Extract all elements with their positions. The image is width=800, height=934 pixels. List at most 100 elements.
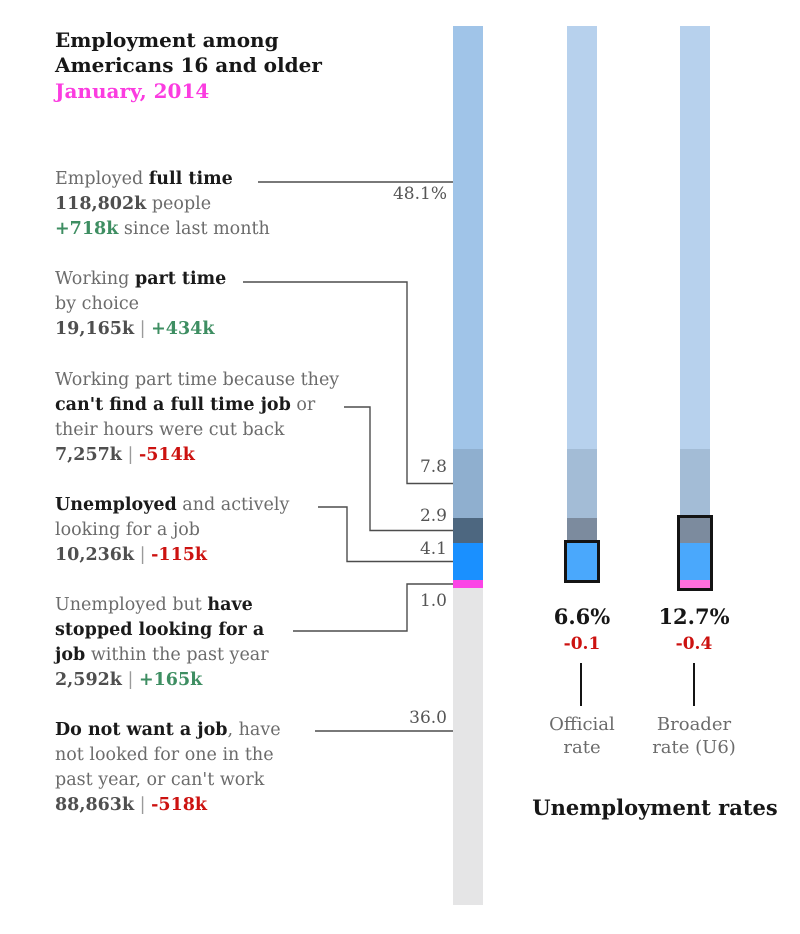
text-run: 10,236k bbox=[55, 545, 135, 565]
text-run: not looked for one in the bbox=[55, 745, 274, 765]
text-run: Working part time because they bbox=[55, 370, 340, 390]
annotation-line: stopped looking for a bbox=[55, 618, 400, 643]
text-run: Unemployed bbox=[55, 495, 177, 515]
text-run: -115k bbox=[151, 545, 208, 565]
text-run: can't find a full time job bbox=[55, 395, 291, 415]
percent-label-7-8: 7.8 bbox=[419, 457, 447, 477]
bar-u6-rate-segment-2 bbox=[680, 449, 710, 518]
official-rate-change: -0.1 bbox=[563, 634, 601, 654]
official-rate-label: Official rate bbox=[520, 713, 644, 759]
official-rate-group: 6.6% -0.1 bbox=[520, 605, 644, 655]
text-run: +434k bbox=[151, 319, 215, 339]
text-run: by choice bbox=[55, 294, 140, 314]
text-run: people bbox=[146, 194, 212, 214]
text-run: within the past year bbox=[85, 645, 269, 665]
percent-label-2-9: 2.9 bbox=[419, 506, 447, 526]
annotation-line: Unemployed but have bbox=[55, 593, 400, 618]
chart-title-line1: Employment among bbox=[55, 28, 279, 52]
bar-u6-rate-segment-4 bbox=[680, 543, 710, 580]
official-rate-label-line1: Official bbox=[549, 714, 615, 735]
bar-population-segment-2 bbox=[453, 449, 483, 518]
percent-label-48-1pct: 48.1% bbox=[392, 184, 447, 204]
text-run: Employed bbox=[55, 169, 149, 189]
u6-rate-tick-line bbox=[693, 663, 695, 706]
u6-rate-label: Broader rate (U6) bbox=[632, 713, 756, 759]
official-rate-label-line2: rate bbox=[563, 737, 601, 758]
text-run: +165k bbox=[138, 670, 203, 690]
text-run: | bbox=[121, 445, 139, 465]
bar-official-rate-segment-1 bbox=[567, 26, 597, 450]
chart-title-block: Employment among Americans 16 and older … bbox=[55, 28, 415, 104]
u6-rate-label-line1: Broader bbox=[656, 714, 732, 735]
text-run: Do not want a job bbox=[55, 720, 228, 740]
u6-rate-value: 12.7% bbox=[658, 604, 730, 629]
bar-official-rate-segment-2 bbox=[567, 449, 597, 518]
annotation-line: 118,802k people bbox=[55, 192, 400, 217]
percent-label-36-0: 36.0 bbox=[409, 708, 447, 728]
bar-u6-rate-segment-1 bbox=[680, 26, 710, 450]
percent-label-4-1: 4.1 bbox=[419, 539, 447, 559]
bar-u6-rate-highlight-box bbox=[677, 514, 713, 592]
text-run: stopped looking for a bbox=[55, 620, 265, 640]
bar-official-rate-segment-4 bbox=[567, 543, 597, 580]
annotation-line: 88,863k | -518k bbox=[55, 793, 400, 818]
annotation-line: Do not want a job, have bbox=[55, 718, 400, 743]
bar-u6-rate-segment-3 bbox=[680, 517, 710, 544]
bar-population-segment-5 bbox=[453, 579, 483, 589]
annotation-part-time-economic-reasons: Working part time because they can't find… bbox=[55, 368, 400, 468]
unemployment-rates-heading: Unemployment rates bbox=[532, 795, 778, 820]
annotation-line: looking for a job bbox=[55, 518, 400, 543]
chart-date: January, 2014 bbox=[55, 79, 210, 103]
text-run: their hours were cut back bbox=[55, 420, 285, 440]
text-run: part time bbox=[134, 269, 227, 289]
text-run: since last month bbox=[118, 219, 270, 239]
text-run: or bbox=[290, 395, 316, 415]
annotation-line: job within the past year bbox=[55, 643, 400, 668]
u6-rate-change: -0.4 bbox=[675, 634, 713, 654]
text-run: | bbox=[134, 795, 152, 815]
annotation-line: Employed full time bbox=[55, 167, 400, 192]
text-run: past year, or can't work bbox=[55, 770, 265, 790]
percent-label-1-0: 1.0 bbox=[419, 591, 447, 611]
text-run: Unemployed but bbox=[55, 595, 208, 615]
annotation-working-part-time-by-choice: Working part time by choice 19,165k | +434… bbox=[55, 267, 400, 342]
annotation-line: can't find a full time job or bbox=[55, 393, 400, 418]
annotation-line: 7,257k | -514k bbox=[55, 443, 400, 468]
annotation-unemployed-actively-looking: Unemployed and actively looking for a job… bbox=[55, 493, 400, 568]
annotation-line: Working part time because they bbox=[55, 368, 400, 393]
text-run: 118,802k bbox=[55, 194, 147, 214]
text-run: 7,257k bbox=[55, 445, 122, 465]
text-run: 19,165k bbox=[55, 319, 135, 339]
annotation-line: +718k since last month bbox=[55, 217, 400, 242]
annotation-employed-full-time: Employed full time 118,802k people +718k s… bbox=[55, 167, 400, 242]
official-rate-value: 6.6% bbox=[553, 604, 611, 629]
official-rate-tick-line bbox=[580, 663, 582, 706]
text-run: -514k bbox=[138, 445, 195, 465]
annotation-line: Unemployed and actively bbox=[55, 493, 400, 518]
text-run: job bbox=[55, 645, 86, 665]
text-run: -518k bbox=[151, 795, 208, 815]
annotation-do-not-want-a-job: Do not want a job, have not looked for on… bbox=[55, 718, 400, 818]
text-run: have bbox=[207, 595, 253, 615]
text-run: , have bbox=[227, 720, 281, 740]
bar-official-rate-highlight-box bbox=[564, 540, 600, 583]
annotation-line: past year, or can't work bbox=[55, 768, 400, 793]
bar-population-segment-3 bbox=[453, 517, 483, 544]
u6-rate-group: 12.7% -0.4 bbox=[632, 605, 756, 655]
bar-u6-rate-segment-5 bbox=[680, 579, 710, 589]
text-run: | bbox=[134, 545, 152, 565]
annotation-line: not looked for one in the bbox=[55, 743, 400, 768]
annotation-line: 2,592k | +165k bbox=[55, 668, 400, 693]
u6-rate-label-line2: rate (U6) bbox=[652, 737, 736, 758]
text-run: and actively bbox=[176, 495, 290, 515]
annotation-unemployed-stopped-looking: Unemployed but have stopped looking for a… bbox=[55, 593, 400, 693]
text-run: looking for a job bbox=[55, 520, 201, 540]
bar-population-segment-1 bbox=[453, 26, 483, 450]
text-run: | bbox=[134, 319, 152, 339]
chart-title-line2: Americans 16 and older bbox=[55, 53, 322, 77]
text-run: Working bbox=[55, 269, 135, 289]
annotation-line: 19,165k | +434k bbox=[55, 317, 400, 342]
annotation-line: by choice bbox=[55, 292, 400, 317]
bar-population-segment-4 bbox=[453, 543, 483, 580]
